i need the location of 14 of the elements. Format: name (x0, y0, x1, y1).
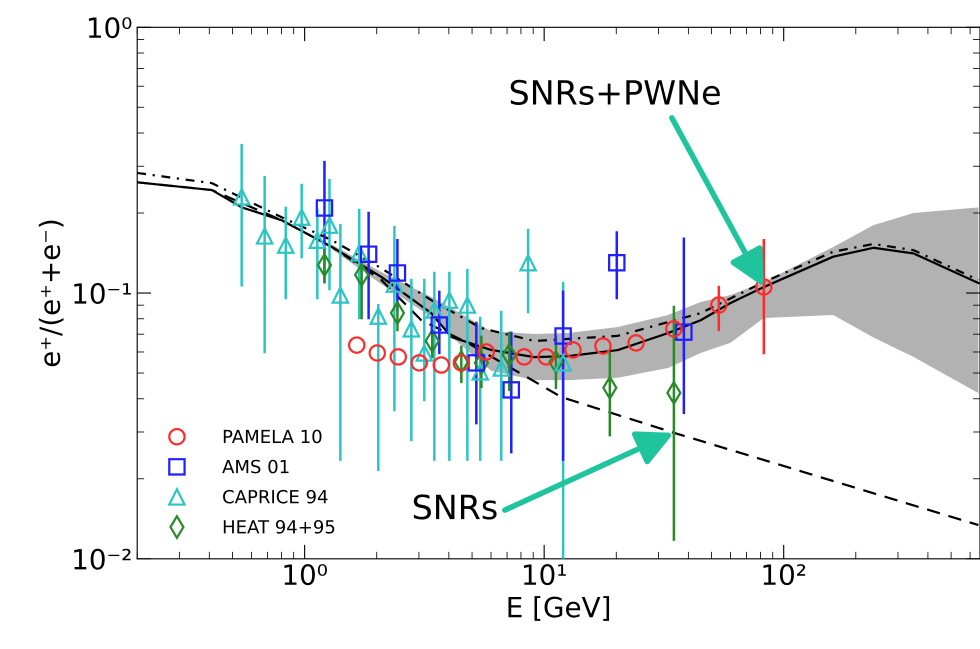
legend-label: PAMELA 10 (224, 430, 322, 444)
annotation: SNRs (414, 494, 497, 520)
y-tick-label: 10⁻² (74, 548, 131, 570)
x-tick-label: 10⁰ (284, 564, 327, 586)
legend-label: HEAT 94+95 (224, 520, 334, 534)
legend-label: CAPRICE 94 (223, 490, 328, 504)
x-tick-label: 10² (764, 564, 806, 586)
legend-label: AMS 01 (222, 460, 288, 474)
y-axis-title: e⁺/(e⁺+e⁻) (38, 220, 64, 366)
x-axis-title: E [GeV] (508, 596, 610, 621)
x-tick-label: 10¹ (524, 564, 566, 586)
y-tick-label: 10⁰ (88, 17, 132, 38)
annotation: SNRs+PWNe (510, 80, 720, 105)
y-tick-label: 10⁻¹ (74, 282, 131, 304)
